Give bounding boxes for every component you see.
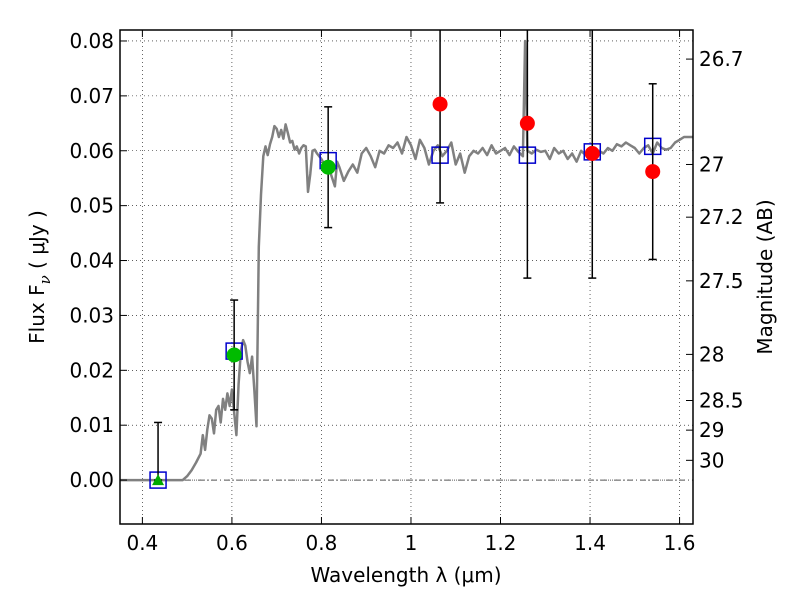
observed-point (320, 159, 336, 175)
y-tick-label: 0.03 (69, 303, 114, 327)
observed-point (226, 347, 242, 363)
y-tick-label: 0.07 (69, 84, 114, 108)
y-tick-label: 0.01 (69, 413, 114, 437)
y-tick-label: 0.08 (69, 29, 114, 53)
y2-axis-label: Magnitude (AB) (753, 199, 777, 354)
x-tick-label: 1.2 (485, 531, 517, 555)
axis-ticks: 0.4 0.6 0.8 1 1.2 1.4 1.6 0.00 0.01 0.02 0.03 0.04 0… (69, 29, 743, 555)
x-tick-label: 0.6 (216, 531, 248, 555)
y2-tick-label: 27 (699, 152, 724, 176)
x-tick-label: 1.4 (574, 531, 606, 555)
y2-tick-label: 28 (699, 342, 724, 366)
plot-frame (119, 29, 694, 525)
observed-point (584, 146, 600, 161)
x-tick-label: 0.4 (126, 531, 158, 555)
y-tick-label: 0.02 (69, 358, 114, 382)
y2-tick-label: 27.2 (699, 205, 744, 229)
observed-point (645, 164, 661, 180)
y-tick-label: 0.05 (69, 194, 114, 218)
observed-point-triangle (152, 474, 165, 486)
x-tick-label: 1 (405, 531, 418, 555)
y-tick-label: 0.00 (69, 468, 114, 492)
x-axis-label: Wavelength λ (μm) (310, 563, 501, 587)
observed-point (432, 96, 448, 112)
observed-point (519, 115, 535, 131)
x-tick-label: 0.8 (306, 531, 338, 555)
y2-tick-label: 30 (699, 448, 724, 472)
y-tick-label: 0.04 (69, 249, 114, 273)
y-axis-label: Flux Fν ( μJy ) (25, 210, 54, 344)
x-tick-label: 1.6 (664, 531, 696, 555)
y2-tick-label: 26.7 (699, 47, 744, 71)
y2-tick-label: 27.5 (699, 269, 744, 293)
y-tick-label: 0.06 (69, 139, 114, 163)
y2-tick-label: 28.5 (699, 389, 744, 413)
y2-tick-label: 29 (699, 418, 724, 442)
plot-area (120, 30, 693, 489)
